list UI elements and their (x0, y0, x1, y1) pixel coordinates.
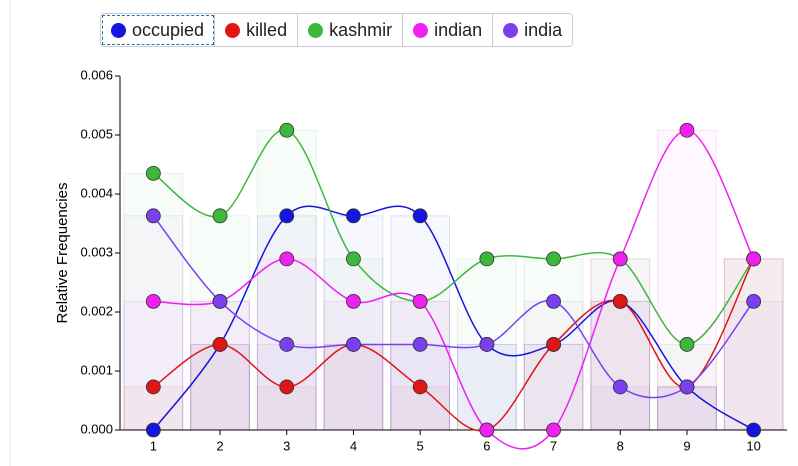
bar (457, 343, 517, 431)
legend-label: kashmir (329, 19, 393, 40)
x-tick-label: 1 (150, 438, 157, 453)
legend-item[interactable]: killed (215, 14, 299, 46)
data-point (145, 293, 161, 309)
data-point (412, 337, 428, 352)
data-point (546, 422, 561, 438)
legend-item[interactable]: india (493, 14, 572, 46)
data-point (279, 251, 295, 267)
data-point (679, 122, 695, 138)
data-point (279, 379, 295, 395)
legend-swatch (225, 22, 241, 38)
data-point (212, 337, 228, 352)
y-axis-label: Relative Frequencies (54, 183, 71, 324)
series-line (152, 258, 755, 432)
x-tick-label: 9 (683, 438, 690, 453)
legend-label: killed (246, 19, 288, 40)
legend-label: indian (434, 19, 483, 40)
y-tick-label: 0.006 (80, 67, 113, 82)
bar (323, 343, 384, 431)
x-tick-label: 8 (617, 438, 624, 453)
legend: occupied killed kashmir indian india (100, 13, 574, 47)
legend-label: india (524, 19, 563, 40)
legend-label: occupied (132, 19, 205, 40)
y-tick-label: 0.003 (80, 244, 113, 259)
data-point (479, 337, 495, 352)
data-point (546, 337, 561, 352)
series-line (152, 129, 755, 346)
x-tick-label: 10 (746, 438, 760, 453)
data-point (346, 208, 361, 224)
bar (190, 300, 250, 431)
y-tick-label: 0.001 (80, 362, 113, 377)
y-tick-label: 0.005 (80, 126, 113, 141)
data-point (546, 293, 561, 309)
bar (123, 215, 184, 431)
x-tick-label: 3 (283, 438, 290, 453)
x-tick-label: 2 (216, 438, 223, 453)
data-point (145, 379, 161, 395)
series-line (152, 205, 755, 431)
data-point (412, 208, 428, 224)
data-point (612, 379, 628, 395)
data-point (279, 208, 295, 224)
data-point (412, 379, 428, 395)
legend-swatch (503, 22, 519, 38)
legend-item[interactable]: occupied (101, 14, 216, 46)
data-point (612, 251, 628, 267)
data-point (746, 293, 762, 309)
data-point (612, 293, 628, 309)
series-line (152, 215, 755, 399)
data-point (746, 422, 762, 438)
data-point (279, 122, 295, 138)
data-point (346, 337, 361, 352)
data-point (412, 293, 428, 309)
x-tick-label: 4 (350, 438, 357, 453)
bar (723, 300, 784, 431)
data-point (279, 337, 295, 352)
legend-swatch (111, 22, 126, 38)
y-tick-label: 0.004 (80, 185, 113, 200)
data-point (145, 165, 161, 181)
data-point (679, 337, 695, 352)
legend-item[interactable]: kashmir (298, 14, 404, 46)
x-tick-label: 7 (550, 438, 557, 453)
y-tick-label: 0.002 (80, 303, 113, 318)
data-point (746, 251, 762, 267)
data-point (212, 293, 228, 309)
legend-swatch (413, 22, 429, 38)
series-line (153, 129, 755, 450)
data-point (346, 251, 361, 267)
data-point (679, 379, 695, 395)
x-tick-label: 6 (483, 438, 490, 453)
legend-swatch (308, 22, 324, 38)
data-point (546, 251, 561, 267)
legend-item[interactable]: indian (403, 14, 494, 46)
data-point (145, 208, 161, 224)
data-point (212, 208, 228, 224)
x-tick-label: 5 (417, 438, 424, 453)
data-point (479, 251, 495, 267)
y-tick-label: 0.000 (80, 421, 113, 436)
data-point (346, 293, 361, 309)
data-point (479, 422, 495, 438)
data-point (145, 422, 161, 438)
